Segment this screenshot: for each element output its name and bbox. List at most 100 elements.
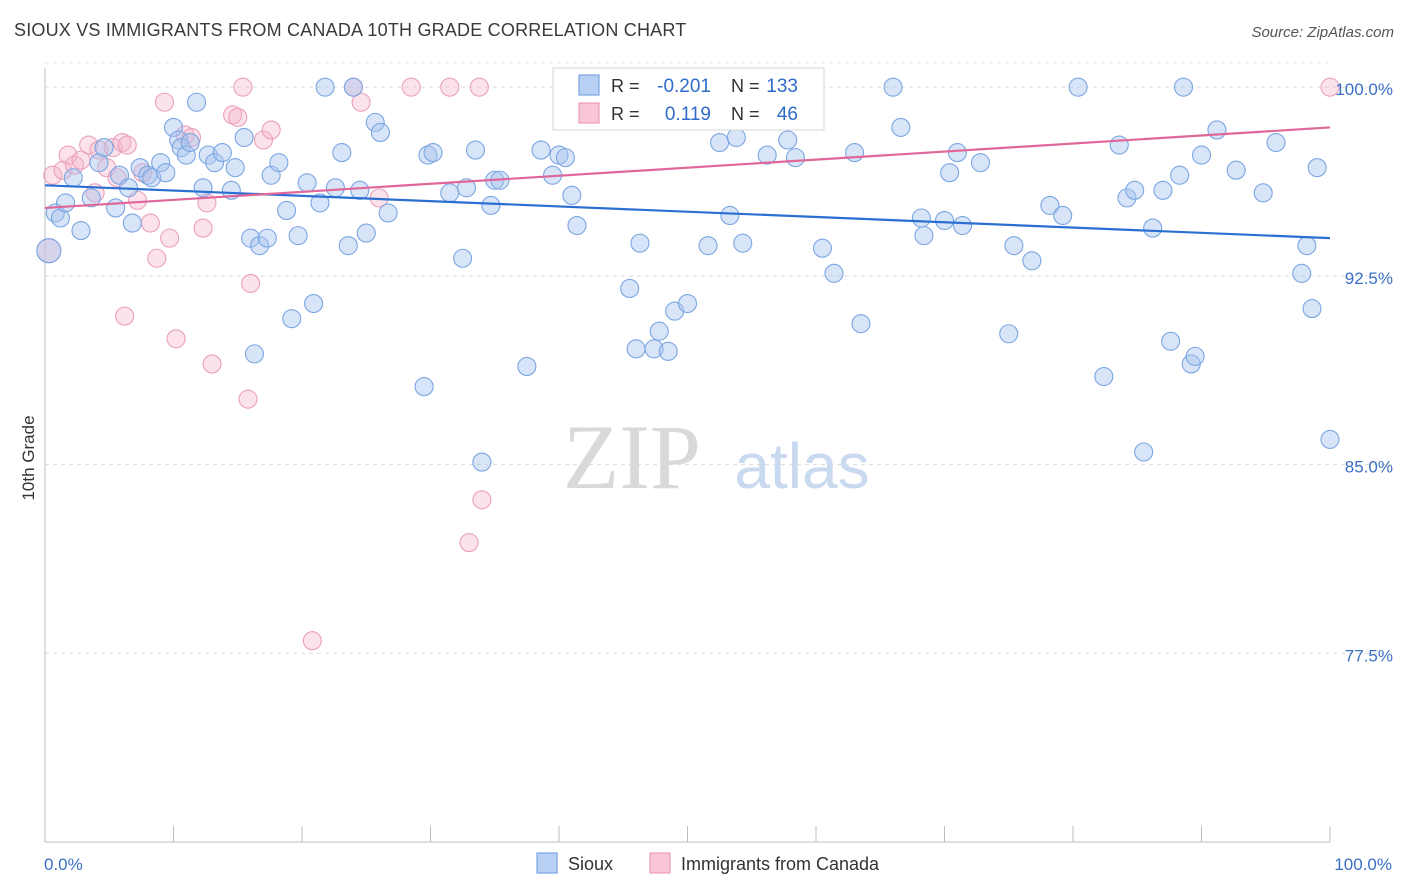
x-tick-label-max: 100.0%	[1334, 855, 1392, 874]
sioux-point	[1226, 160, 1246, 180]
sioux-point	[423, 143, 443, 163]
series-sioux-points	[36, 77, 1340, 472]
sioux-point	[562, 185, 582, 205]
sioux-point	[205, 153, 225, 173]
sioux-point	[698, 236, 718, 256]
canada-point	[241, 273, 261, 293]
sioux-point	[940, 163, 960, 183]
y-tick-label: 77.5%	[1345, 646, 1393, 665]
canada-point	[160, 228, 180, 248]
canada-point	[202, 354, 222, 374]
sioux-point	[63, 168, 83, 188]
sioux-point	[338, 236, 358, 256]
sioux-point	[757, 145, 777, 165]
canada-point	[253, 130, 274, 150]
sioux-point	[325, 178, 345, 198]
chart-title: SIOUX VS IMMIGRANTS FROM CANADA 10TH GRA…	[14, 20, 687, 40]
sioux-point	[156, 163, 176, 183]
sioux-point	[844, 143, 865, 163]
sioux-point	[1125, 180, 1145, 200]
sioux-point	[180, 132, 200, 153]
stats-swatch-canada	[578, 102, 600, 124]
stats-r-value-sioux: -0.201	[657, 76, 711, 97]
sioux-point	[1170, 165, 1190, 185]
canada-point	[469, 77, 489, 97]
canada-point	[302, 631, 322, 651]
sioux-point	[1004, 236, 1024, 256]
stats-r-label-canada: R =	[611, 104, 640, 124]
sioux-point	[911, 208, 931, 228]
sioux-point	[269, 153, 289, 173]
sioux-point	[56, 193, 76, 213]
y-axis-title: 10th Grade	[19, 415, 38, 500]
sioux-point	[851, 314, 871, 334]
sioux-point	[1297, 236, 1317, 256]
legend-swatch-sioux	[536, 852, 558, 874]
stats-n-label-sioux: N =	[731, 76, 760, 96]
canada-point	[154, 92, 175, 112]
sioux-point	[106, 198, 126, 218]
sioux-point	[304, 293, 324, 314]
canada-point	[166, 329, 186, 349]
sioux-point	[465, 140, 486, 160]
canada-point	[459, 533, 479, 553]
sioux-point	[472, 452, 492, 472]
sioux-point	[812, 238, 832, 258]
sioux-point	[370, 122, 390, 143]
sioux-point	[970, 153, 991, 173]
sioux-point	[212, 143, 232, 163]
sioux-point	[481, 195, 501, 215]
stats-n-label-canada: N =	[731, 104, 760, 124]
stats-r-label-sioux: R =	[611, 76, 640, 96]
sioux-point	[94, 137, 114, 158]
canada-point	[147, 248, 167, 268]
sioux-point	[644, 339, 664, 359]
y-tick-label: 85.0%	[1345, 458, 1393, 477]
sioux-point	[1173, 77, 1194, 97]
sioux-point	[1207, 120, 1227, 140]
sioux-point	[1022, 251, 1042, 271]
sioux-point	[626, 339, 646, 359]
sioux-point	[225, 158, 245, 178]
sioux-point	[36, 238, 62, 264]
sioux-point	[677, 293, 698, 314]
stats-n-value-canada: 46	[777, 104, 798, 125]
canada-point	[238, 389, 258, 409]
canada-point	[193, 218, 213, 238]
sioux-point	[1161, 331, 1181, 351]
canada-point	[1320, 77, 1340, 97]
sioux-point	[176, 145, 196, 165]
bottom-legend: Sioux Immigrants from Canada	[536, 852, 880, 874]
sioux-point	[440, 183, 460, 203]
sioux-point	[169, 130, 189, 150]
canada-point	[351, 92, 371, 112]
sioux-point	[555, 148, 575, 168]
sioux-point	[531, 140, 551, 160]
stats-legend-box: R = -0.201 N = 133 R = 0.119 N = 46	[552, 67, 825, 131]
sioux-point	[947, 143, 967, 163]
sioux-point	[1302, 299, 1322, 319]
legend-label-sioux: Sioux	[568, 854, 613, 874]
sioux-point	[1266, 132, 1286, 153]
sioux-point	[198, 145, 218, 165]
sioux-point	[193, 178, 213, 198]
x-tick-labels: 0.0% 100.0%	[44, 855, 1392, 874]
canada-point	[112, 132, 132, 153]
stats-r-value-canada: 0.119	[665, 104, 711, 125]
sioux-point	[1153, 180, 1173, 200]
sioux-point	[1117, 188, 1137, 208]
canada-point	[228, 107, 248, 127]
stats-n-value-sioux: 133	[766, 76, 798, 97]
sioux-point	[1109, 135, 1129, 155]
canada-point	[117, 135, 137, 155]
sioux-point	[1094, 366, 1114, 387]
sioux-point	[999, 324, 1019, 344]
source-credit: Source: ZipAtlas.com	[1251, 24, 1394, 41]
canada-point	[261, 120, 281, 140]
sioux-point	[89, 153, 109, 173]
sioux-point	[456, 178, 477, 198]
sioux-point	[1185, 346, 1205, 366]
canada-point	[115, 306, 135, 326]
sioux-point	[883, 77, 903, 97]
